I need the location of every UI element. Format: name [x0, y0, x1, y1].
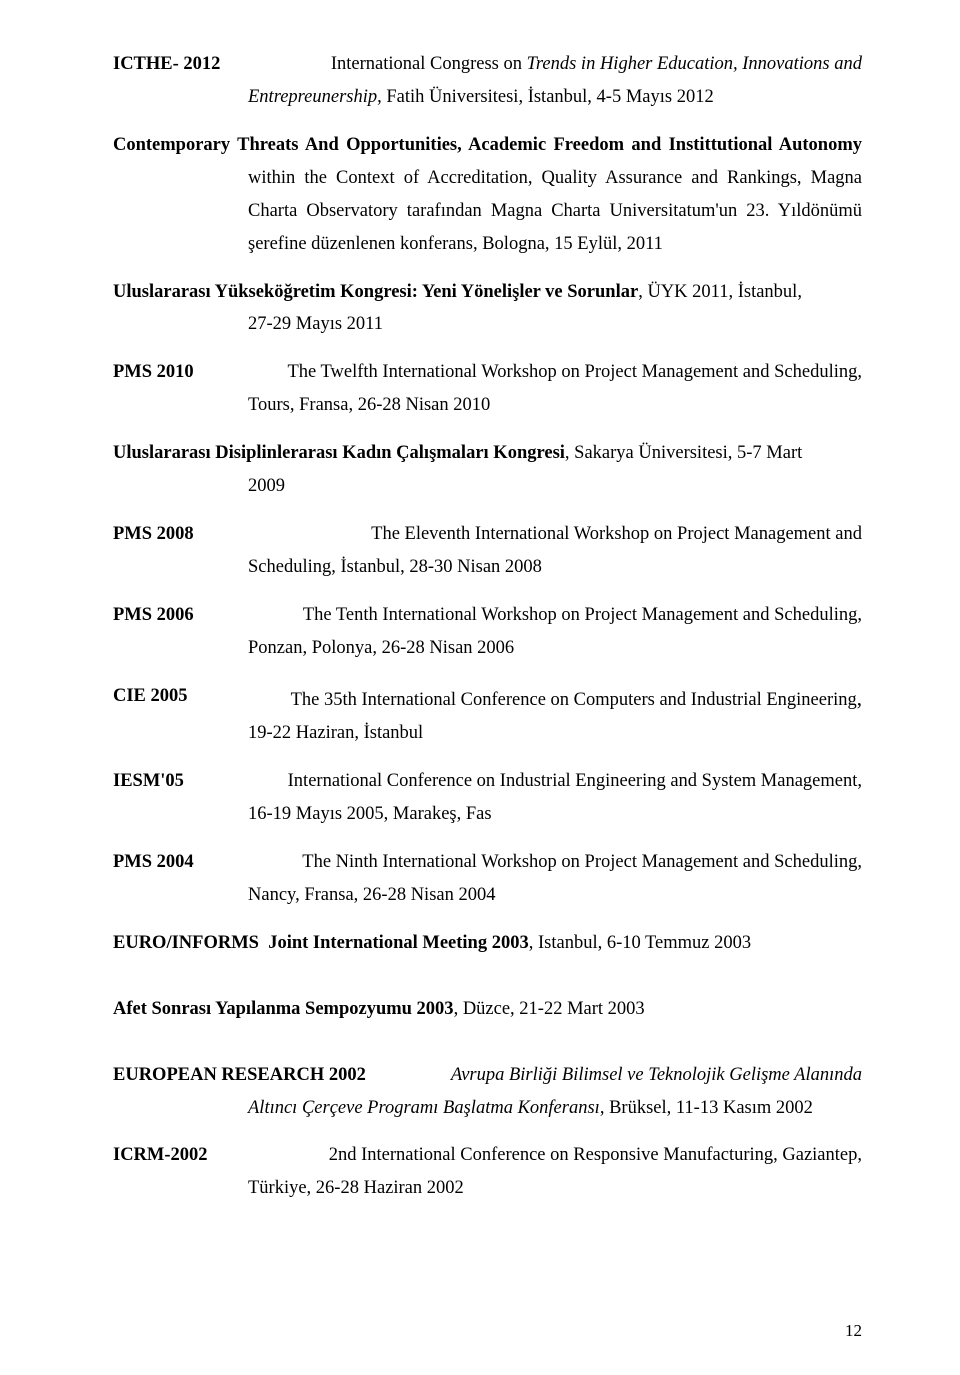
- entry-text-italic: Avrupa Birliği Bilimsel ve Teknolojik Ge…: [451, 1059, 862, 1092]
- entry-desc-italic: Entrepreunership: [248, 87, 377, 107]
- entry-text: , Düzce, 21-22 Mart 2003: [454, 999, 645, 1019]
- entry-desc: 2009: [248, 476, 285, 496]
- entry-desc: 16-19 Mayıs 2005, Marakeş, Fas: [248, 804, 492, 824]
- entry-text: , Istanbul, 6-10 Temmuz 2003: [529, 933, 751, 953]
- entry-label: PMS 2010: [113, 356, 194, 389]
- entry-text: 2nd International Conference on Responsi…: [329, 1139, 862, 1172]
- entry-desc: , Brüksel, 11-13 Kasım 2002: [600, 1098, 813, 1118]
- entry-desc: 19-22 Haziran, İstanbul: [248, 723, 423, 743]
- entry-text: International Congress on: [331, 54, 527, 74]
- conference-entry: PMS 2008 The Eleventh International Work…: [113, 518, 862, 584]
- entry-desc: Tours, Fransa, 26-28 Nisan 2010: [248, 395, 490, 415]
- entry-title-bold: Contemporary Threats And Opportunities, …: [113, 135, 862, 155]
- conference-entry: EURO/INFORMS Joint International Meeting…: [113, 927, 862, 960]
- conference-entry: ICRM-2002 2nd International Conference o…: [113, 1139, 862, 1205]
- entry-label: CIE 2005: [113, 680, 188, 717]
- conference-entry: Contemporary Threats And Opportunities, …: [113, 129, 862, 261]
- entry-desc: , Fatih Üniversitesi, İstanbul, 4-5 Mayı…: [377, 87, 714, 107]
- entry-title-bold: Uluslararası Disiplinlerarası Kadın Çalı…: [113, 443, 565, 463]
- entry-text-italic: Trends in Higher Education, Innovations …: [527, 54, 862, 74]
- conference-entry: IESM'05 International Conference on Indu…: [113, 765, 862, 831]
- entry-desc: Scheduling, İstanbul, 28-30 Nisan 2008: [248, 557, 542, 577]
- entry-label: ICRM-2002: [113, 1139, 208, 1172]
- conference-entry: PMS 2004 The Ninth International Worksho…: [113, 846, 862, 912]
- entry-text: , ÜYK 2011, İstanbul,: [638, 282, 802, 302]
- entry-desc: Türkiye, 26-28 Haziran 2002: [248, 1178, 464, 1198]
- entry-text: , Sakarya Üniversitesi, 5-7 Mart: [565, 443, 802, 463]
- entry-label: IESM'05: [113, 765, 184, 798]
- entry-text: The Tenth International Workshop on Proj…: [303, 599, 862, 632]
- conference-entry: EUROPEAN RESEARCH 2002 Avrupa Birliği Bi…: [113, 1059, 862, 1125]
- conference-entry: CIE 2005 The 35th International Conferen…: [113, 680, 862, 750]
- conference-entry: Uluslararası Disiplinlerarası Kadın Çalı…: [113, 437, 862, 503]
- entry-text: The Twelfth International Workshop on Pr…: [287, 356, 862, 389]
- entry-desc: Ponzan, Polonya, 26-28 Nisan 2006: [248, 638, 514, 658]
- entry-title-bold: EURO/INFORMS Joint International Meeting…: [113, 933, 529, 953]
- entry-desc: Nancy, Fransa, 26-28 Nisan 2004: [248, 885, 495, 905]
- entry-text: The Ninth International Workshop on Proj…: [302, 846, 862, 879]
- entry-label: EUROPEAN RESEARCH 2002: [113, 1059, 366, 1092]
- entry-label: PMS 2008: [113, 518, 194, 551]
- entry-label: ICTHE- 2012: [113, 54, 220, 74]
- entry-desc: 27-29 Mayıs 2011: [248, 314, 383, 334]
- entry-text: International Conference on Industrial E…: [288, 765, 862, 798]
- page-number: 12: [845, 1321, 862, 1341]
- entry-text-trail: ,: [857, 686, 862, 710]
- entry-label: PMS 2004: [113, 846, 194, 879]
- entry-text: The 35th International Conference on Com…: [291, 690, 857, 710]
- conference-entry: Uluslararası Yükseköğretim Kongresi: Yen…: [113, 276, 862, 342]
- entry-desc: within the Context of Accreditation, Qua…: [248, 168, 862, 254]
- conference-entry: PMS 2010 The Twelfth International Works…: [113, 356, 862, 422]
- entry-label: PMS 2006: [113, 599, 194, 632]
- entry-desc-italic: Altıncı Çerçeve Programı Başlatma Konfer…: [248, 1098, 600, 1118]
- entry-text: The Eleventh International Workshop on P…: [371, 518, 862, 551]
- conference-entry: Afet Sonrası Yapılanma Sempozyumu 2003, …: [113, 993, 862, 1026]
- conference-entry: ICTHE- 2012 International Congress on Tr…: [113, 48, 862, 114]
- conference-entry: PMS 2006 The Tenth International Worksho…: [113, 599, 862, 665]
- entry-title-bold: Uluslararası Yükseköğretim Kongresi: Yen…: [113, 282, 638, 302]
- entry-title-bold: Afet Sonrası Yapılanma Sempozyumu 2003: [113, 999, 454, 1019]
